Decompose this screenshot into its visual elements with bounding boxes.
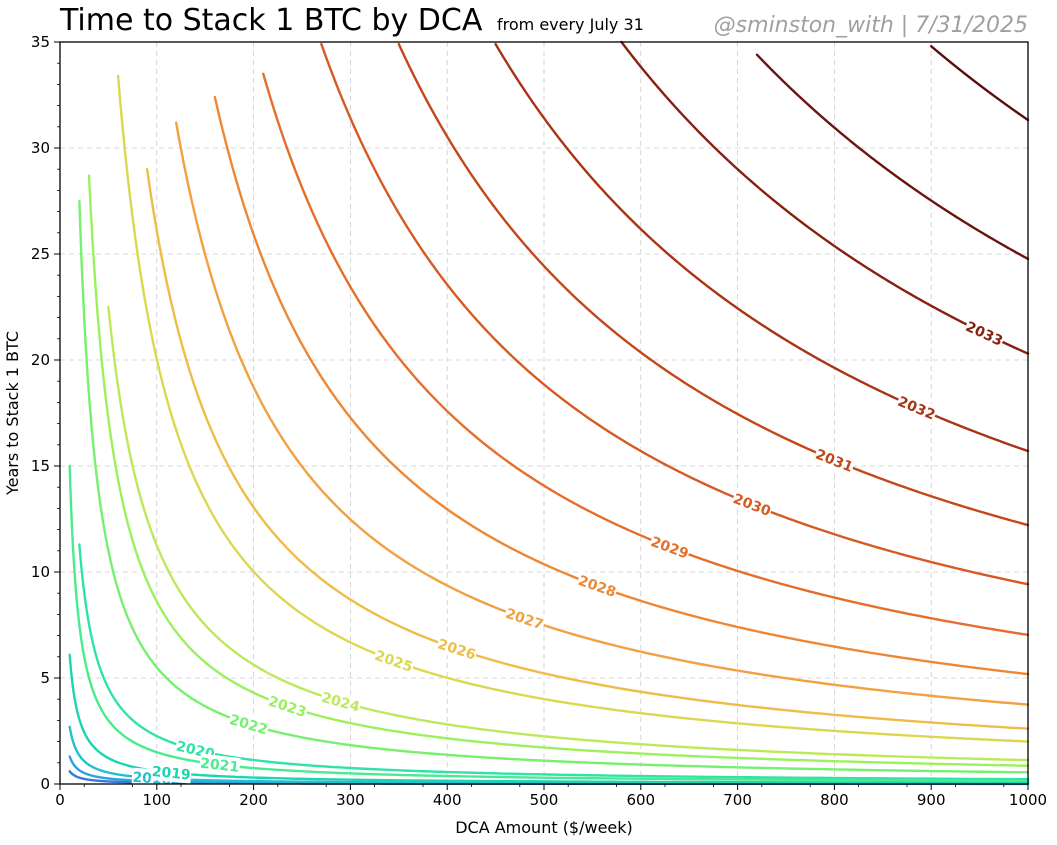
curve-label-bg-2028 [575, 570, 620, 602]
curve-label-2021: 2021 [199, 756, 240, 776]
y-tick-label: 5 [40, 669, 50, 687]
y-tick-label: 0 [40, 775, 50, 793]
curve-label-bg-2023 [265, 691, 310, 722]
curve-label-bg-2021 [198, 753, 241, 776]
y-tick-label: 10 [31, 563, 50, 581]
y-tick-label: 35 [31, 33, 50, 51]
contour-curves [68, 40, 1030, 786]
x-tick-label: 1000 [1009, 791, 1047, 809]
curve-label-bg-2027 [502, 603, 547, 634]
y-axis-label: Years to Stack 1 BTC [3, 331, 22, 496]
curve-2028 [213, 95, 1030, 676]
curve-2025 [116, 74, 1030, 743]
curve-2029 [262, 72, 1030, 637]
curve-2021 [68, 464, 1030, 783]
curve-label-bg-2022 [227, 709, 271, 739]
y-tick-label: 30 [31, 139, 50, 157]
x-tick-label: 400 [433, 791, 462, 809]
curve-label-bg-2033 [962, 316, 1007, 350]
curve-2033 [620, 40, 1030, 355]
x-tick-label: 0 [55, 791, 65, 809]
curve-label-2019: 2019 [151, 764, 191, 784]
curve-2023 [87, 174, 1030, 767]
curve-2035 [930, 45, 1030, 122]
curve-2022 [78, 199, 1030, 774]
x-tick-label: 800 [820, 791, 849, 809]
x-tick-label: 200 [239, 791, 268, 809]
x-tick-label: 700 [723, 791, 752, 809]
x-tick-label: 900 [917, 791, 946, 809]
x-tick-label: 100 [142, 791, 171, 809]
y-tick-label: 20 [31, 351, 50, 369]
chart-title: Time to Stack 1 BTC by DCA [59, 3, 483, 38]
curve-label-bg-2024 [319, 687, 363, 716]
x-tick-label: 300 [336, 791, 365, 809]
y-tick-label: 25 [31, 245, 50, 263]
curve-2026 [145, 168, 1030, 730]
x-tick-label: 600 [626, 791, 655, 809]
curve-2024 [107, 305, 1030, 762]
curve-2031 [397, 42, 1030, 527]
x-tick-label: 500 [530, 791, 559, 809]
x-axis-label: DCA Amount ($/week) [455, 818, 633, 837]
curve-label-bg-2026 [435, 634, 479, 664]
curve-label-bg-2030 [730, 489, 775, 521]
x-axis: 0 100 200 300 400 500 600 700 800 900 1000 [55, 784, 1047, 809]
curve-label-bg-2031 [812, 444, 857, 477]
curve-2027 [174, 121, 1030, 706]
curve-label-bg-2025 [372, 645, 416, 676]
curve-label-bg-2032 [894, 391, 939, 424]
curve-label-bg-2029 [647, 531, 692, 563]
y-axis: 0 5 10 15 20 25 30 35 [31, 33, 60, 793]
chart-subtitle: from every July 31 [497, 15, 644, 34]
curve-2030 [320, 42, 1030, 586]
curve-label-bg-2019 [150, 761, 193, 784]
y-tick-label: 15 [31, 457, 50, 475]
chart-credit: @sminston_with | 7/31/2025 [714, 13, 1028, 38]
curve-2034 [755, 53, 1030, 261]
